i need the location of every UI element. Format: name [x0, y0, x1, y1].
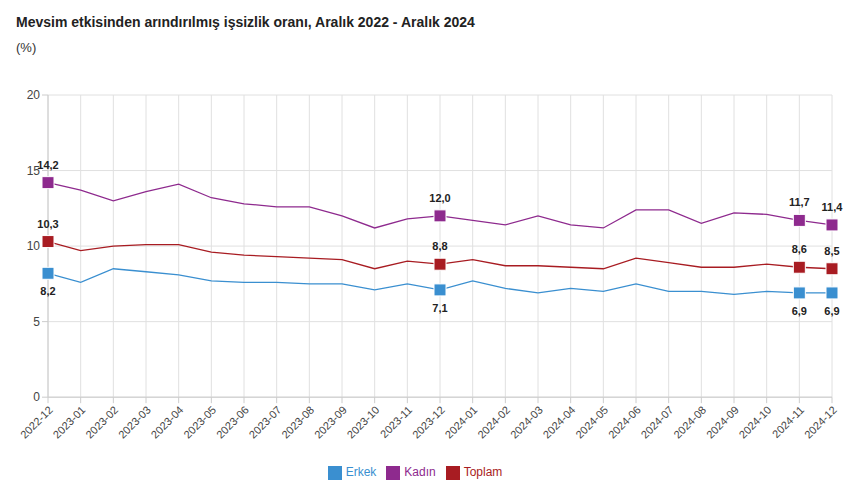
svg-text:2023-04: 2023-04 [149, 404, 186, 441]
html-text:Kadın: Kadın [404, 465, 436, 480]
svg-text:2022-12: 2022-12 [18, 404, 55, 441]
svg-text:2023-06: 2023-06 [214, 404, 251, 441]
svg-text:2024-06: 2024-06 [606, 404, 643, 441]
svg-text:15: 15 [26, 163, 40, 178]
svg-text:2023-12: 2023-12 [410, 404, 447, 441]
html-text:Erkek: Erkek [345, 465, 377, 480]
svg-text:2023-01: 2023-01 [51, 404, 88, 441]
svg-text:2023-11: 2023-11 [378, 404, 414, 440]
svg-text:2024-12: 2024-12 [802, 404, 839, 441]
svg-text:11,4: 11,4 [822, 201, 844, 213]
svg-text:2024-07: 2024-07 [639, 404, 676, 441]
svg-text:20: 20 [27, 88, 41, 102]
svg-text:2023-09: 2023-09 [312, 404, 349, 441]
svg-text:2024-05: 2024-05 [573, 404, 610, 441]
html-text:Toplam: Toplam [463, 465, 503, 480]
svg-text:11,7: 11,7 [789, 196, 810, 208]
html-text:Mevsim etkisinden arındırılmış: Mevsim etkisinden arındırılmış işsizlik … [16, 14, 475, 30]
svg-text:14,2: 14,2 [37, 159, 58, 171]
svg-text:2023-07: 2023-07 [247, 404, 284, 441]
svg-text:6,9: 6,9 [824, 305, 839, 317]
svg-text:8,5: 8,5 [824, 245, 839, 257]
svg-text:2024-01: 2024-01 [443, 404, 480, 441]
svg-text:2023-03: 2023-03 [116, 404, 153, 441]
svg-text:2023-10: 2023-10 [345, 404, 382, 441]
svg-text:2024-02: 2024-02 [475, 404, 512, 441]
svg-text:2024-09: 2024-09 [704, 404, 741, 441]
svg-text:8,6: 8,6 [792, 243, 807, 255]
svg-text:7,1: 7,1 [432, 302, 447, 314]
svg-text:2024-08: 2024-08 [671, 404, 708, 441]
svg-text:2024-03: 2024-03 [508, 404, 545, 441]
svg-text:10: 10 [27, 239, 41, 253]
svg-text:5: 5 [33, 315, 40, 329]
svg-text:2023-08: 2023-08 [279, 404, 316, 441]
svg-text:8,2: 8,2 [40, 285, 55, 297]
svg-text:2023-05: 2023-05 [181, 404, 218, 441]
svg-text:10,3: 10,3 [37, 218, 58, 230]
svg-text:6,9: 6,9 [792, 305, 807, 317]
svg-text:2024-04: 2024-04 [541, 404, 578, 441]
svg-text:12,0: 12,0 [429, 192, 450, 204]
svg-text:2023-02: 2023-02 [83, 404, 120, 441]
svg-text:0: 0 [33, 390, 40, 404]
svg-text:2024-11: 2024-11 [770, 404, 806, 440]
svg-text:8,8: 8,8 [432, 240, 447, 252]
svg-text:2024-10: 2024-10 [737, 404, 774, 441]
